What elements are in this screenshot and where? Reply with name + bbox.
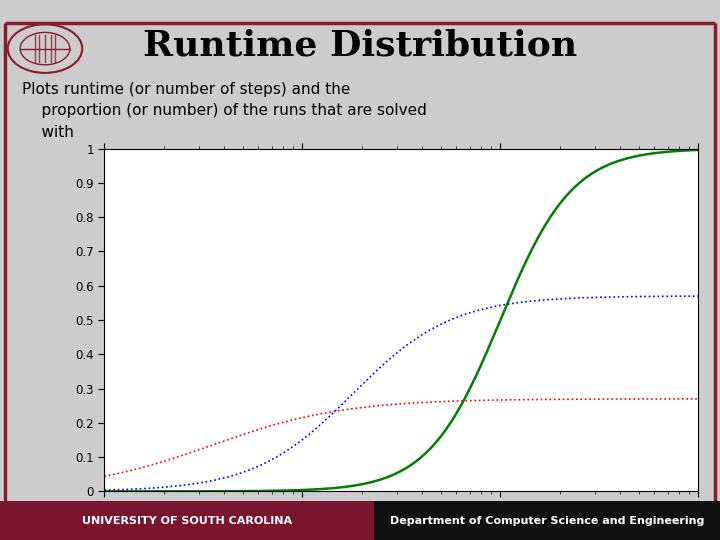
Text: with: with: [22, 125, 73, 140]
Text: Department of Computer Science and Engineering: Department of Computer Science and Engin…: [390, 516, 704, 525]
Text: proportion (or number) of the runs that are solved: proportion (or number) of the runs that …: [22, 103, 426, 118]
Text: UNIVERSITY OF SOUTH CAROLINA: UNIVERSITY OF SOUTH CAROLINA: [82, 516, 292, 525]
Text: Plots runtime (or number of steps) and the: Plots runtime (or number of steps) and t…: [22, 82, 350, 97]
Text: Runtime Distribution: Runtime Distribution: [143, 29, 577, 63]
